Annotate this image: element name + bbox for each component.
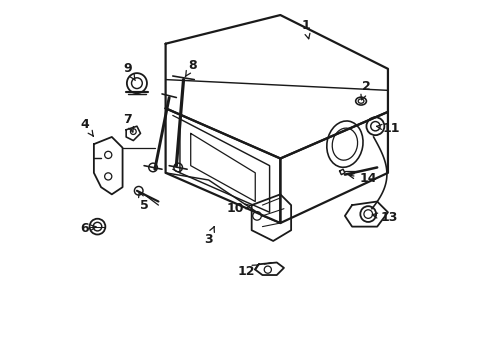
Text: 8: 8 [185, 59, 196, 77]
Text: 3: 3 [204, 227, 214, 246]
Text: 11: 11 [376, 122, 400, 135]
Text: 7: 7 [123, 113, 133, 132]
Text: 1: 1 [301, 19, 309, 39]
Text: 10: 10 [226, 202, 250, 215]
Text: 2: 2 [360, 80, 370, 100]
Text: 13: 13 [371, 211, 398, 224]
Text: 5: 5 [138, 192, 148, 212]
Text: 4: 4 [81, 118, 93, 136]
Text: 9: 9 [123, 62, 135, 81]
Text: 14: 14 [348, 172, 376, 185]
Text: 12: 12 [237, 265, 258, 278]
Text: 6: 6 [81, 222, 96, 235]
